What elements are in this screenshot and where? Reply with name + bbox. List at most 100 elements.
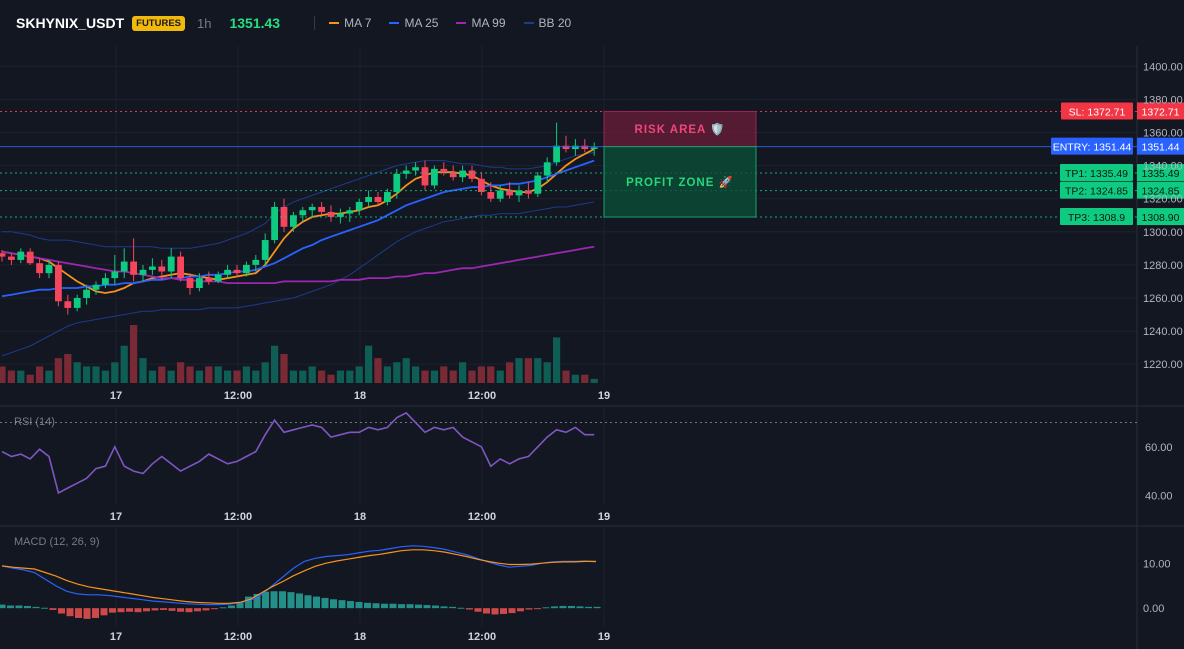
candle-body[interactable] (327, 211, 335, 217)
volume-bar (280, 354, 288, 383)
candle-body[interactable] (515, 190, 523, 196)
profit-zone[interactable] (603, 146, 757, 218)
candle-body[interactable] (412, 167, 419, 171)
candle-body[interactable] (449, 172, 457, 178)
candle-body[interactable] (290, 215, 297, 227)
volume-bar (346, 370, 354, 383)
candle-body[interactable] (83, 289, 90, 298)
candle-body[interactable] (318, 206, 325, 212)
candle-body[interactable] (167, 256, 175, 272)
candle-body[interactable] (130, 261, 137, 275)
candle-body[interactable] (158, 266, 166, 272)
candle-body[interactable] (553, 145, 560, 163)
candle-body[interactable] (506, 190, 513, 196)
macd-histogram-bar (58, 608, 65, 614)
tp-level-tag[interactable] (1060, 181, 1133, 199)
candle-body[interactable] (572, 145, 579, 150)
entry-level-tag[interactable] (1051, 137, 1133, 155)
candle-body[interactable] (355, 201, 363, 211)
candle-body[interactable] (402, 170, 410, 174)
volume-bar (383, 366, 391, 383)
candle-body[interactable] (139, 269, 147, 275)
volume-bar (148, 370, 156, 383)
candle-body[interactable] (308, 206, 316, 211)
candle-body[interactable] (543, 162, 551, 176)
candle-body[interactable] (431, 168, 438, 186)
candle-body[interactable] (8, 256, 15, 260)
legend-bb20[interactable]: BB 20 (523, 16, 571, 30)
candle-body[interactable] (214, 274, 222, 282)
time-axis-label: 12:00 (468, 390, 496, 402)
candle-body[interactable] (478, 178, 485, 193)
candle-body[interactable] (73, 297, 81, 308)
time-axis-label: 19 (598, 390, 610, 402)
candle-body[interactable] (233, 269, 241, 274)
futures-badge: FUTURES (132, 15, 186, 31)
volume-bar (139, 358, 147, 383)
candle-body[interactable] (111, 271, 119, 279)
risk-area-label: RISK AREA 🛡️ (635, 122, 726, 136)
candle-body[interactable] (534, 175, 542, 194)
candle-body[interactable] (468, 170, 476, 179)
candle-body[interactable] (590, 147, 598, 150)
volume-bar (299, 370, 307, 383)
candle-body[interactable] (120, 261, 128, 272)
candle-body[interactable] (64, 301, 72, 308)
sl-level-tag[interactable] (1061, 102, 1133, 120)
candle-body[interactable] (55, 264, 62, 302)
candle-body[interactable] (45, 264, 53, 274)
tp-level-tag[interactable] (1060, 164, 1133, 182)
candle-body[interactable] (271, 206, 278, 241)
candle-body[interactable] (459, 170, 466, 178)
symbol-name[interactable]: SKHYNIX_USDT (16, 15, 125, 31)
macd-histogram-bar (219, 607, 227, 609)
candle-body[interactable] (252, 259, 260, 265)
volume-bar (562, 370, 570, 383)
legend-swatch (523, 22, 534, 24)
candle-body[interactable] (337, 213, 344, 217)
tp-price-tag-label: 1324.85 (1142, 186, 1180, 198)
candle-body[interactable] (36, 263, 43, 274)
macd-histogram-bar (253, 593, 261, 609)
candle-body[interactable] (299, 210, 307, 216)
candle-body[interactable] (440, 168, 448, 173)
price-axis-label: 1240.00 (1143, 326, 1183, 338)
candle-body[interactable] (102, 278, 109, 285)
volume-bar (0, 366, 6, 383)
candle-body[interactable] (421, 167, 429, 186)
candle-body[interactable] (374, 197, 382, 202)
candle-body[interactable] (280, 206, 288, 227)
candle-body[interactable] (562, 145, 570, 150)
candle-body[interactable] (243, 264, 250, 274)
candle-body[interactable] (205, 278, 213, 282)
candle-body[interactable] (346, 210, 354, 214)
candle-body[interactable] (177, 256, 184, 279)
legend-ma25[interactable]: MA 25 (389, 16, 438, 30)
candle-body[interactable] (365, 197, 372, 202)
macd-histogram-bar (415, 604, 422, 609)
candle-body[interactable] (393, 173, 401, 193)
candle-body[interactable] (196, 278, 203, 289)
candle-body[interactable] (496, 190, 504, 199)
candle-body[interactable] (261, 240, 269, 260)
candle-body[interactable] (0, 253, 6, 257)
tp-level-tag[interactable] (1060, 208, 1133, 226)
candle-body[interactable] (487, 192, 495, 199)
legend-ma99[interactable]: MA 99 (456, 16, 506, 30)
risk-area-zone[interactable] (603, 110, 757, 148)
legend-ma7[interactable]: MA 7 (329, 16, 371, 30)
timeframe-selector[interactable]: 1h (197, 15, 212, 31)
macd-histogram-bar (211, 608, 218, 610)
candle-body[interactable] (26, 251, 34, 264)
candle-body[interactable] (149, 266, 156, 270)
candle-body[interactable] (384, 192, 391, 202)
candle-body[interactable] (224, 269, 231, 275)
candle-body[interactable] (186, 278, 194, 289)
candle-body[interactable] (525, 190, 532, 194)
macd-histogram-bar (474, 608, 482, 612)
candle-body[interactable] (581, 145, 589, 150)
candle-body[interactable] (17, 251, 25, 260)
candle-body[interactable] (92, 284, 100, 290)
macd-line (1, 545, 597, 606)
